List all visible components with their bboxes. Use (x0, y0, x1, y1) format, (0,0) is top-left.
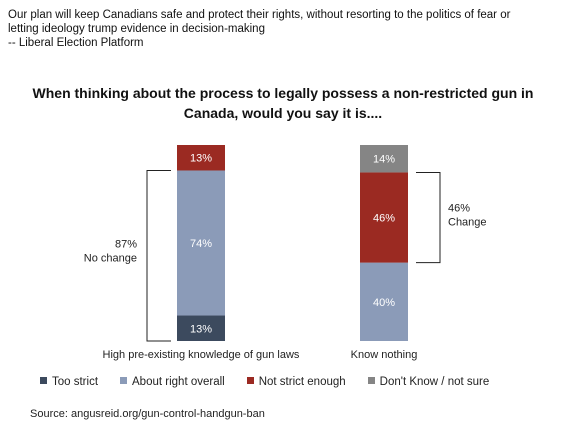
data-label: 40% (373, 297, 395, 309)
quote-line: Our plan will keep Canadians safe and pr… (8, 9, 511, 21)
bar-segment (177, 315, 225, 341)
legend-swatch (367, 377, 375, 384)
bar-segment (177, 170, 225, 316)
source-note: Source: angusreid.org/gun-control-handgu… (30, 408, 265, 420)
legend-label: Not strict enough (258, 376, 346, 388)
category-label: Know nothing (351, 349, 418, 361)
quote-attribution: -- Liberal Election Platform (8, 37, 144, 49)
annotation-text: Change (448, 217, 487, 229)
data-label: 46% (373, 213, 395, 225)
legend-label: Don't Know / not sure (379, 376, 490, 388)
chart-title-line-1: When thinking about the process to legal… (32, 85, 534, 101)
data-label: 13% (190, 153, 212, 165)
legend-swatch (246, 377, 254, 384)
legend-item: Not strict enough (246, 376, 346, 388)
bar-segment (360, 262, 408, 341)
bar-segment (360, 172, 408, 263)
data-label: 14% (373, 154, 395, 166)
legend-label: About right overall (132, 376, 225, 388)
bracket-line (416, 171, 441, 264)
bracket-line (146, 169, 171, 342)
bar-segment (177, 145, 225, 171)
chart-title: When thinking about the process to legal… (0, 83, 566, 123)
legend-label: Too strict (52, 376, 99, 388)
legend-item: Don't Know / not sure (367, 376, 490, 388)
bar-segment (360, 145, 408, 173)
quote-line: letting ideology trump evidence in decis… (8, 23, 265, 35)
annotation-text: No change (84, 253, 137, 265)
data-label: 74% (190, 238, 212, 250)
legend-swatch (40, 377, 47, 384)
chart-title-line-2: Canada, would you say it is.... (183, 105, 383, 121)
annotation-text: 87% (115, 239, 137, 251)
annotation-text: 46% (448, 203, 470, 215)
legend-item: About right overall (120, 376, 225, 388)
legend-swatch (120, 377, 128, 384)
category-label: High pre-existing knowledge of gun laws (103, 349, 300, 361)
chart-legend: Too strict About right overall Not strict … (40, 376, 560, 388)
legend-item: Too strict (40, 376, 98, 388)
data-label: 13% (190, 323, 212, 335)
quote-block: Our plan will keep Canadians safe and pr… (8, 8, 560, 50)
